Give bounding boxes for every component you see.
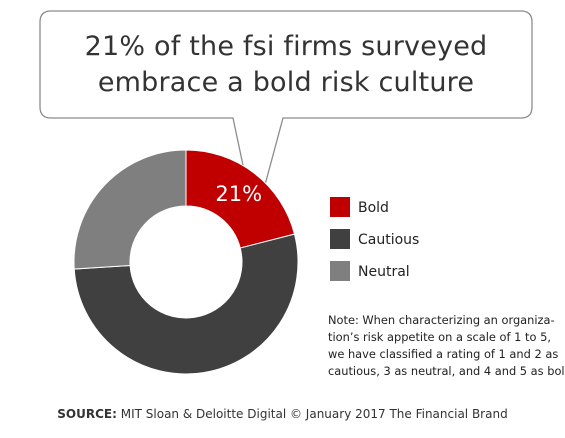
legend-swatch-cautious (330, 229, 350, 249)
callout-title-line-2: embrace a bold risk culture (98, 67, 474, 98)
donut-chart: 21% (73, 149, 299, 375)
legend-swatch-neutral (330, 261, 350, 281)
legend-swatch-bold (330, 197, 350, 217)
source-credit: SOURCE: MIT Sloan & Deloitte Digital © J… (0, 407, 565, 421)
source-text: MIT Sloan & Deloitte Digital © January 2… (116, 407, 508, 421)
callout-bubble (39, 10, 533, 223)
note-line-4: cautious, 3 as neutral, and 4 and 5 as b… (328, 364, 565, 378)
slice-label-bold: 21% (215, 182, 262, 206)
donut-slice-neutral (73, 149, 187, 270)
donut-slice-cautious (73, 233, 299, 375)
legend-label-bold: Bold (358, 200, 389, 216)
methodology-note: Note: When characterizing an organiza- t… (328, 312, 565, 380)
callout-title-line-1: 21% of the fsi firms surveyed (85, 31, 488, 62)
note-line-1: Note: When characterizing an organiza- (328, 313, 555, 327)
legend-label-neutral: Neutral (358, 264, 410, 280)
donut-slice-bold (185, 149, 296, 249)
note-line-2: tion’s risk appetite on a scale of 1 to … (328, 330, 551, 344)
legend-label-cautious: Cautious (358, 232, 419, 248)
legend: Bold Cautious Neutral (330, 197, 419, 281)
note-line-3: we have classified a rating of 1 and 2 a… (328, 347, 559, 361)
source-label: SOURCE: (57, 407, 117, 421)
